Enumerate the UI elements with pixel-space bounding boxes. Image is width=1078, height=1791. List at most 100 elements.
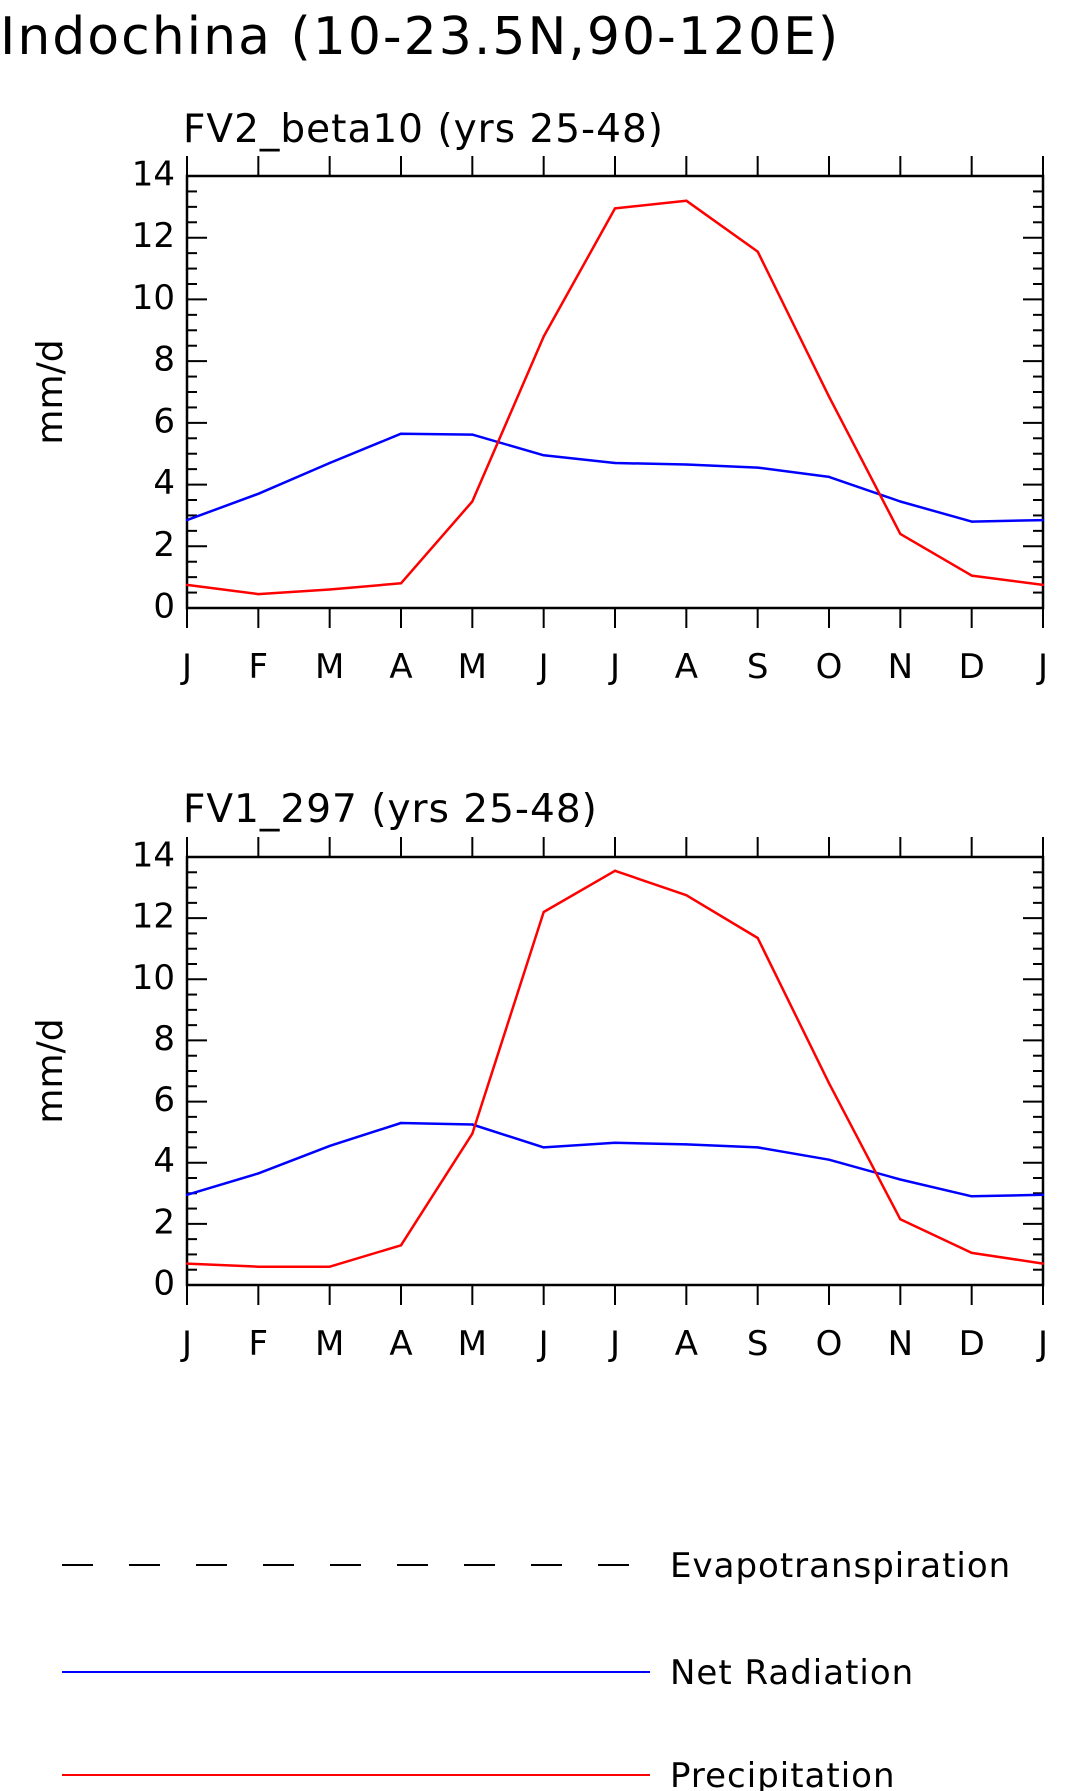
- x-tick-label-bottom: A: [389, 1324, 412, 1364]
- x-tick-label-top: J: [608, 647, 620, 687]
- x-tick-label-bottom: J: [537, 1324, 549, 1364]
- net-radiation-point-bottom: [542, 1146, 545, 1149]
- precipitation-point-top: [685, 199, 688, 202]
- precipitation-line-top: [186, 199, 1044, 596]
- x-tick-label-bottom: D: [959, 1324, 985, 1364]
- net-radiation-point-top: [471, 433, 474, 436]
- precipitation-point-top: [399, 582, 403, 585]
- y-tick-label-top: 10: [132, 278, 175, 318]
- net-radiation-point-top: [399, 432, 403, 435]
- y-axis-label-top: mm/d: [30, 339, 71, 444]
- precipitation-point-bottom: [542, 910, 545, 914]
- x-tick-label-bottom: O: [816, 1324, 843, 1364]
- x-tick-label-top: M: [458, 647, 487, 687]
- x-tick-label-bottom: J: [1036, 1324, 1048, 1364]
- panel-title-bottom: FV1_297 (yrs 25-48): [183, 787, 598, 832]
- precipitation-line-bottom: [186, 869, 1044, 1268]
- precipitation-point-top: [471, 500, 474, 503]
- x-tick-label-top: S: [747, 647, 769, 687]
- precipitation-point-bottom: [257, 1265, 260, 1268]
- y-tick-label-top: 4: [153, 463, 175, 503]
- x-tick-label-top: O: [816, 647, 843, 687]
- y-tick-label-top: 6: [153, 401, 175, 441]
- main-title: Indochina (10-23.5N,90-120E): [0, 7, 840, 67]
- panel-title-top: FV2_beta10 (yrs 25-48): [183, 107, 664, 152]
- precipitation-point-top: [1041, 583, 1045, 587]
- y-tick-label-bottom: 12: [132, 897, 175, 937]
- x-tick-label-bottom: N: [888, 1324, 913, 1364]
- x-tick-label-bottom: S: [747, 1324, 769, 1364]
- net-radiation-point-bottom: [1041, 1193, 1045, 1197]
- net-radiation-point-bottom: [471, 1123, 474, 1126]
- net-radiation-point-top: [1041, 518, 1045, 522]
- net-radiation-point-bottom: [827, 1158, 831, 1161]
- net-radiation-point-bottom: [185, 1193, 189, 1197]
- net-radiation-point-top: [613, 461, 617, 465]
- precipitation-point-bottom: [399, 1244, 403, 1247]
- y-tick-label-bottom: 2: [153, 1202, 175, 1242]
- precipitation-point-bottom: [756, 936, 759, 940]
- net-radiation-point-top: [899, 500, 902, 503]
- precipitation-point-top: [185, 583, 189, 587]
- net-radiation-point-bottom: [257, 1172, 260, 1175]
- x-tick-label-bottom: A: [675, 1324, 698, 1364]
- legend-label-net-radiation: Net Radiation: [670, 1653, 914, 1693]
- net-radiation-point-bottom: [399, 1121, 403, 1125]
- y-tick-label-bottom: 6: [153, 1080, 175, 1120]
- chart-panel-bottom: FV1_297 (yrs 25-48) mm/d 0 2 4 6 8 10 12 14 J F M A M J…: [30, 787, 1048, 1364]
- net-radiation-point-top: [756, 466, 759, 469]
- net-radiation-point-top: [542, 454, 545, 457]
- net-radiation-line-top: [186, 432, 1044, 523]
- precipitation-point-bottom: [827, 1082, 831, 1085]
- net-radiation-point-bottom: [328, 1144, 331, 1148]
- x-tick-label-bottom: F: [249, 1324, 269, 1364]
- net-radiation-point-top: [970, 520, 973, 523]
- y-tick-label-top: 0: [153, 587, 175, 627]
- net-radiation-point-bottom: [685, 1143, 688, 1146]
- precipitation-point-top: [613, 207, 617, 210]
- net-radiation-point-bottom: [613, 1141, 617, 1145]
- x-tick-label-top: F: [249, 647, 269, 687]
- y-tick-label-top: 12: [132, 216, 175, 256]
- precipitation-point-top: [257, 592, 260, 596]
- precipitation-point-top: [970, 574, 973, 577]
- x-tick-label-top: N: [888, 647, 913, 687]
- y-axis-label-bottom: mm/d: [30, 1018, 71, 1123]
- x-tick-label-top: J: [180, 647, 192, 687]
- chart-panel-top: FV2_beta10 (yrs 25-48) mm/d 0 2 4 6 8 10 12 14 J F M…: [30, 107, 1048, 687]
- x-tick-label-top: J: [537, 647, 549, 687]
- net-radiation-point-top: [185, 518, 189, 522]
- x-tick-label-bottom: M: [315, 1324, 344, 1364]
- precipitation-point-bottom: [1041, 1262, 1045, 1265]
- y-tick-label-bottom: 8: [153, 1019, 175, 1059]
- y-tick-label-top: 14: [132, 155, 175, 195]
- net-radiation-point-top: [328, 461, 331, 465]
- net-radiation-point-bottom: [756, 1146, 759, 1149]
- x-tick-label-top: J: [1036, 647, 1048, 687]
- y-tick-label-top: 2: [153, 525, 175, 565]
- legend-label-precipitation: Precipitation: [670, 1756, 896, 1791]
- y-tick-label-bottom: 10: [132, 958, 175, 998]
- x-tick-label-top: A: [675, 647, 698, 687]
- precipitation-point-bottom: [970, 1251, 973, 1255]
- x-tick-label-top: M: [315, 647, 344, 687]
- precipitation-point-top: [827, 395, 831, 398]
- x-tick-label-top: A: [389, 647, 412, 687]
- precipitation-point-bottom: [471, 1132, 474, 1135]
- plot-frame-bottom: [185, 855, 1045, 1287]
- precipitation-point-bottom: [328, 1265, 331, 1268]
- x-tick-label-bottom: J: [180, 1324, 192, 1364]
- precipitation-point-top: [899, 532, 902, 536]
- precipitation-point-bottom: [613, 869, 617, 872]
- net-radiation-point-top: [685, 463, 688, 466]
- net-radiation-point-bottom: [970, 1195, 973, 1198]
- precipitation-point-bottom: [685, 894, 688, 897]
- precipitation-point-top: [756, 250, 759, 253]
- x-tick-label-bottom: M: [458, 1324, 487, 1364]
- y-tick-label-bottom: 0: [153, 1264, 175, 1304]
- net-radiation-point-top: [827, 475, 831, 479]
- net-radiation-line-bottom: [186, 1121, 1044, 1198]
- net-radiation-point-top: [257, 492, 260, 496]
- precipitation-point-bottom: [899, 1218, 902, 1221]
